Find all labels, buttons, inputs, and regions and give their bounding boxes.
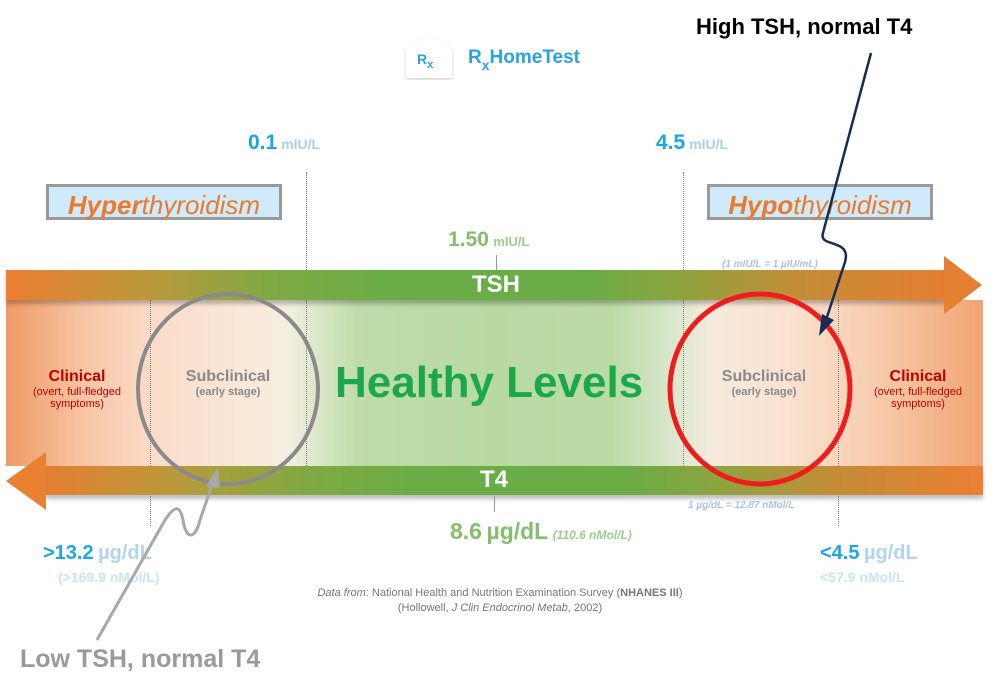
left-subclinical-zone: Subclinical (early stage)	[185, 368, 271, 398]
t4-low-threshold: <4.5 µg/dL	[820, 542, 918, 564]
tsh-median-tick	[496, 255, 497, 271]
t4-median-value: 8.6 µg/dL (110.6 nMol/L)	[450, 518, 632, 544]
band-guide-2	[306, 300, 307, 466]
tsh-low-guide	[306, 172, 307, 272]
band-guide-4	[838, 300, 839, 466]
tsh-high-guide	[683, 172, 684, 272]
callout-low-tsh: Low TSH, normal T4	[20, 645, 261, 673]
left-clinical-zone: Clinical (overt, full-fledged symptoms)	[32, 368, 122, 410]
tsh-median-value: 1.50 mIU/L	[448, 228, 530, 251]
tsh-low-threshold: 0.1 mIU/L	[248, 131, 321, 154]
t4-low-guide	[838, 496, 839, 526]
brand-name: RxHomeTest	[468, 47, 580, 73]
hyperthyroidism-label: Hyperthyroidism	[46, 184, 282, 220]
tsh-high-threshold: 4.5 mIU/L	[656, 131, 729, 154]
tsh-arrow-label: TSH	[472, 271, 520, 298]
right-clinical-zone: Clinical (overt, full-fledged symptoms)	[873, 368, 963, 410]
tsh-arrow-head-icon	[944, 256, 982, 314]
callout-high-tsh: High TSH, normal T4	[696, 14, 913, 39]
t4-median-tick	[494, 496, 495, 512]
logo-house-label: Rx	[417, 51, 434, 71]
right-subclinical-zone: Subclinical (early stage)	[721, 368, 807, 398]
data-source-line1: Data from: National Health and Nutrition…	[317, 587, 683, 599]
logo-house-icon	[406, 35, 452, 78]
t4-conversion-note: 1 µg/dL = 12.87 nMol/L	[688, 500, 795, 511]
tsh-conversion-note: (1 mIU/L = 1 µIU/mL)	[722, 259, 818, 270]
band-guide-1	[150, 300, 151, 466]
healthy-levels-label: Healthy Levels	[335, 358, 644, 407]
t4-arrow-head-icon	[6, 452, 46, 510]
t4-low-threshold-alt: <57.9 nMol/L	[820, 569, 905, 585]
data-source-line2: (Hollowell, J Clin Endocrinol Metab, 200…	[397, 602, 603, 614]
t4-high-guide	[150, 496, 151, 526]
t4-arrow-label: T4	[479, 466, 508, 493]
band-guide-3	[683, 300, 684, 466]
t4-high-threshold-alt: (>169.9 nMol/L)	[58, 569, 160, 585]
hypothyroidism-label: Hypothyroidism	[707, 184, 933, 220]
t4-high-threshold: >13.2 µg/dL	[43, 542, 152, 564]
